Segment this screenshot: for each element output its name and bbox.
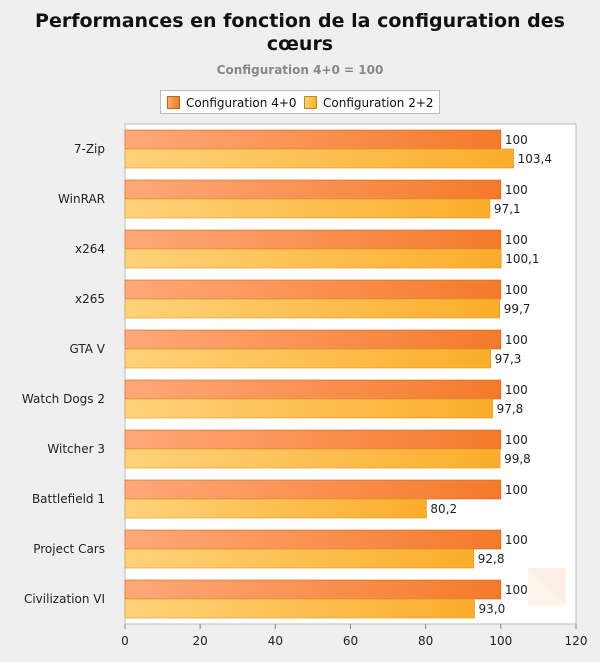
- data-label: 97,1: [494, 202, 521, 216]
- chart-legend: Configuration 4+0 Configuration 2+2: [160, 90, 440, 114]
- data-label: 100: [505, 283, 528, 297]
- category-label: Battlefield 1: [32, 492, 105, 506]
- category-label: GTA V: [69, 342, 105, 356]
- data-label: 97,8: [497, 402, 524, 416]
- bar-config-4-0: [124, 229, 502, 250]
- bar-config-4-0: [124, 579, 502, 600]
- bar-config-2-2: [124, 598, 475, 619]
- bar-config-4-0: [124, 429, 502, 450]
- chart-subtitle: Configuration 4+0 = 100: [216, 63, 384, 77]
- x-tick-label: 120: [565, 634, 588, 648]
- data-label: 80,2: [430, 502, 457, 516]
- x-tick-label: 100: [489, 634, 512, 648]
- data-label: 92,8: [478, 552, 505, 566]
- bar-config-4-0: [124, 479, 502, 500]
- data-label: 100,1: [505, 252, 539, 266]
- bar-config-4-0: [124, 129, 502, 150]
- data-label: 93,0: [479, 602, 506, 616]
- data-label: 100: [505, 233, 528, 247]
- category-label: Witcher 3: [47, 442, 105, 456]
- chart-title: Performances en fonction de la configura…: [35, 10, 565, 55]
- legend-label-config-4-0: Configuration 4+0: [186, 96, 297, 110]
- bar-config-4-0: [124, 529, 502, 550]
- data-label: 100: [505, 183, 528, 197]
- bar-config-2-2: [124, 148, 514, 169]
- data-label: 100: [505, 133, 528, 147]
- bar-config-2-2: [124, 548, 475, 569]
- legend-swatch-config-2-2: [304, 96, 317, 109]
- data-label: 99,7: [504, 302, 531, 316]
- bar-config-2-2: [124, 398, 493, 419]
- data-label: 99,8: [504, 452, 531, 466]
- category-label: 7-Zip: [74, 142, 105, 156]
- bar-config-2-2: [124, 348, 491, 369]
- legend-swatch-config-4-0: [167, 96, 180, 109]
- data-label: 100: [505, 383, 528, 397]
- data-label: 103,4: [518, 152, 552, 166]
- data-label: 100: [505, 333, 528, 347]
- bar-config-2-2: [124, 248, 502, 269]
- x-tick-label: 40: [268, 634, 283, 648]
- legend-label-config-2-2: Configuration 2+2: [323, 96, 434, 110]
- x-tick-label: 80: [418, 634, 433, 648]
- bar-config-4-0: [124, 379, 502, 400]
- category-label: Watch Dogs 2: [22, 392, 105, 406]
- bar-config-2-2: [124, 448, 501, 469]
- category-label: x265: [75, 292, 105, 306]
- category-label: Civilization VI: [24, 592, 105, 606]
- data-label: 100: [505, 483, 528, 497]
- category-label: WinRAR: [58, 192, 105, 206]
- bar-config-4-0: [124, 179, 502, 200]
- category-label: Project Cars: [33, 542, 105, 556]
- bar-config-2-2: [124, 498, 427, 519]
- bar-config-4-0: [124, 329, 502, 350]
- bar-config-2-2: [124, 198, 491, 219]
- bar-config-4-0: [124, 279, 502, 300]
- category-label: x264: [75, 242, 105, 256]
- bar-config-2-2: [124, 298, 501, 319]
- data-label: 97,3: [495, 352, 522, 366]
- watermark-logo: [528, 568, 566, 606]
- x-tick-label: 0: [121, 634, 129, 648]
- x-tick-label: 60: [343, 634, 358, 648]
- data-label: 100: [505, 433, 528, 447]
- data-label: 100: [505, 533, 528, 547]
- x-tick-label: 20: [193, 634, 208, 648]
- data-label: 100: [505, 583, 528, 597]
